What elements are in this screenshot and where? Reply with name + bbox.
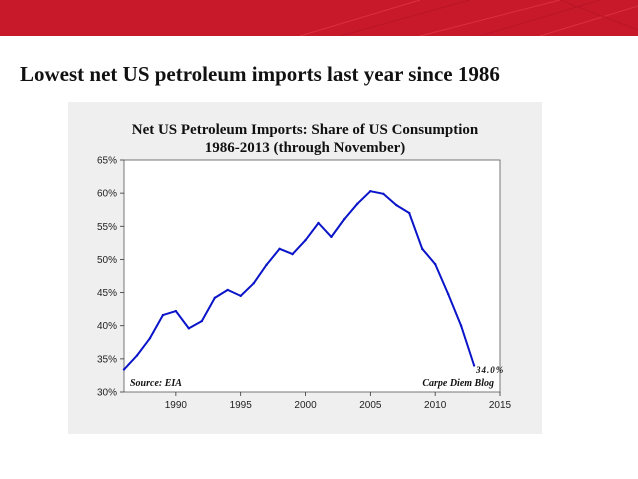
data-point — [161, 313, 165, 317]
series-line — [123, 190, 476, 371]
slide-title: Lowest net US petroleum imports last yea… — [20, 62, 500, 86]
data-point — [265, 263, 268, 266]
data-point — [200, 319, 203, 323]
y-tick-label: 45% — [97, 288, 117, 299]
data-point — [395, 203, 398, 207]
data-point — [446, 292, 450, 296]
data-point — [135, 354, 139, 357]
data-point — [382, 192, 385, 196]
data-point — [433, 262, 437, 266]
y-tick-label: 40% — [97, 321, 117, 332]
y-tick-label: 50% — [97, 255, 117, 266]
x-axis: 1990 1995 2000 2005 2010 2015 — [165, 392, 512, 411]
x-tick-label: 1990 — [165, 400, 188, 411]
series-layer — [122, 189, 476, 371]
y-tick-label: 30% — [97, 388, 117, 399]
data-point — [187, 327, 191, 330]
data-point — [252, 282, 255, 285]
data-point — [291, 252, 294, 256]
data-point — [343, 217, 346, 221]
y-tick-label: 35% — [97, 354, 117, 365]
data-point — [472, 364, 476, 367]
y-tick-label: 55% — [97, 222, 117, 233]
data-point — [459, 324, 463, 327]
chart-title-block: Net US Petroleum Imports: Share of US Co… — [68, 121, 542, 157]
x-tick-label: 2000 — [294, 400, 317, 411]
data-point — [408, 211, 411, 215]
source-annotation: Source: EIA — [130, 378, 182, 389]
y-tick-label: 65% — [97, 156, 117, 167]
y-tick-label: 60% — [97, 189, 117, 200]
data-point — [317, 221, 320, 225]
data-point — [330, 235, 333, 239]
data-point — [239, 294, 242, 298]
data-point — [213, 296, 216, 300]
chart-subtitle: 1986-2013 (through November) — [204, 140, 406, 156]
credit-annotation: Carpe Diem Blog — [422, 378, 494, 389]
header-banner — [0, 0, 638, 36]
y-axis: 30% 35% 40% 45% 50% 55% 60% 65% — [97, 156, 124, 399]
data-point — [421, 247, 424, 251]
data-point — [148, 337, 152, 340]
x-tick-label: 2005 — [359, 400, 382, 411]
data-point — [304, 239, 307, 242]
data-point — [278, 247, 281, 251]
data-point — [369, 189, 372, 193]
x-tick-label: 1995 — [230, 400, 253, 411]
data-point — [356, 202, 359, 205]
plot-area — [123, 159, 501, 393]
data-point — [174, 309, 178, 313]
data-point — [122, 368, 126, 371]
data-point — [226, 288, 229, 292]
x-tick-label: 2010 — [424, 400, 447, 411]
chart-title: Net US Petroleum Imports: Share of US Co… — [131, 122, 479, 138]
last-value-label: 34.0% — [475, 365, 504, 375]
x-tick-label: 2015 — [489, 400, 512, 411]
banner-texture — [299, 0, 638, 36]
